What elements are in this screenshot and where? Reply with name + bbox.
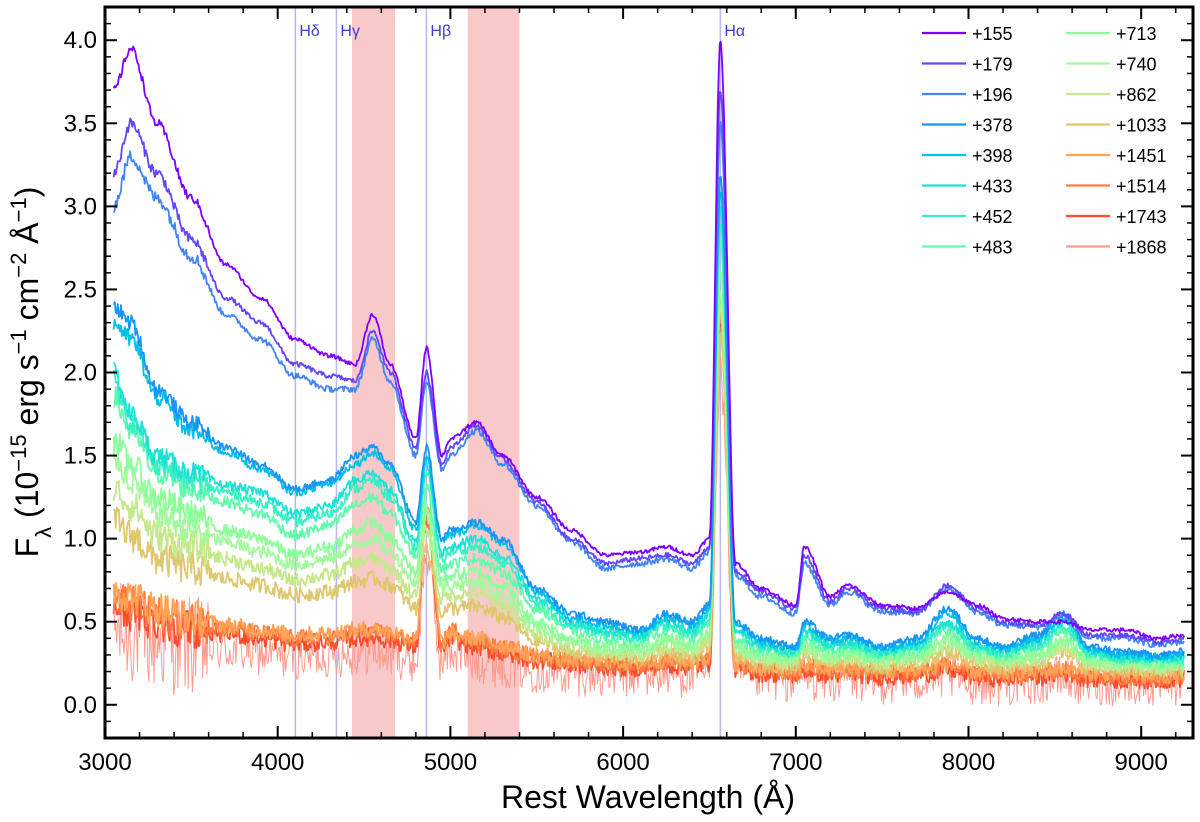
legend: +155 +179 +196 +378 +398 +433 +452 +483 +713 +740… [922, 24, 1167, 258]
y-tick-label: 0.0 [64, 692, 97, 719]
line-marker-label-1: Hδ [299, 23, 320, 40]
ylabel-exp-15: −15 [6, 434, 31, 471]
legend-label-12: +1033 [1116, 116, 1167, 136]
series-lines [112, 40, 1185, 707]
ylabel-f: F [9, 538, 45, 558]
x-tick-label: 4000 [251, 749, 304, 776]
legend-label-5: +398 [972, 146, 1013, 166]
series-line-p155 [112, 40, 1185, 641]
y-axis-title: Fλ (10−15 erg s−1 cm−2 Å−1) [6, 187, 56, 558]
legend-label-6: +433 [972, 177, 1013, 197]
ylabel-lambda: λ [31, 527, 56, 538]
ylabel-cm: cm [9, 278, 45, 330]
x-tick-label: 6000 [596, 749, 649, 776]
ylabel-exp-angstrom: −1 [6, 197, 31, 222]
x-tick-label: 5000 [424, 749, 477, 776]
y-tick-label: 2.5 [64, 276, 97, 303]
x-tick-label: 3000 [78, 749, 131, 776]
y-tick-label: 4.0 [64, 27, 97, 54]
legend-label-15: +1743 [1116, 207, 1167, 227]
ylabel-exp-cm: −2 [6, 253, 31, 278]
legend-label-4: +378 [972, 116, 1013, 136]
legend-label-3: +196 [972, 85, 1013, 105]
y-tick-label: 3.0 [64, 193, 97, 220]
ylabel-part-10: (10 [9, 472, 45, 527]
legend-label-10: +740 [1116, 55, 1157, 75]
y-tick-label: 3.5 [64, 110, 97, 137]
legend-label-2: +179 [972, 55, 1013, 75]
series-line-p378 [112, 176, 1185, 660]
x-axis-title: Rest Wavelength (Å) [501, 779, 795, 815]
ylabel-close: ) [9, 187, 45, 198]
shaded-band-2 [467, 7, 520, 738]
y-tick-label: 1.5 [64, 443, 97, 470]
legend-label-1: +155 [972, 24, 1013, 44]
legend-label-8: +483 [972, 238, 1013, 258]
legend-label-14: +1514 [1116, 177, 1167, 197]
line-marker-labels: Hδ Hγ Hβ Hα [299, 23, 745, 40]
plot-frame [103, 5, 1195, 740]
x-tick-label: 7000 [769, 749, 822, 776]
ylabel-exp-s: −1 [6, 329, 31, 354]
legend-label-9: +713 [1116, 24, 1157, 44]
legend-label-7: +452 [972, 207, 1013, 227]
x-tick-label: 8000 [942, 749, 995, 776]
ylabel-angstrom: Å [9, 222, 45, 253]
legend-label-16: +1868 [1116, 238, 1167, 258]
y-tick-label: 0.5 [64, 609, 97, 636]
axis-ticks: 3000 4000 5000 6000 7000 8000 9000 0.0 0.5 1.0 1.5… [64, 7, 1193, 776]
line-marker-label-4: Hα [724, 23, 745, 40]
y-tick-label: 1.0 [64, 526, 97, 553]
legend-label-11: +862 [1116, 85, 1157, 105]
series-line-p179 [112, 91, 1185, 645]
series-line-p862 [112, 304, 1185, 676]
line-marker-label-2: Hγ [340, 23, 360, 40]
y-tick-label: 2.0 [64, 360, 97, 387]
line-marker-label-3: Hβ [430, 23, 451, 40]
legend-label-13: +1451 [1116, 146, 1167, 166]
ylabel-erg-s: erg s [9, 354, 45, 434]
series-line-p1033 [113, 332, 1185, 679]
x-tick-label: 9000 [1114, 749, 1167, 776]
